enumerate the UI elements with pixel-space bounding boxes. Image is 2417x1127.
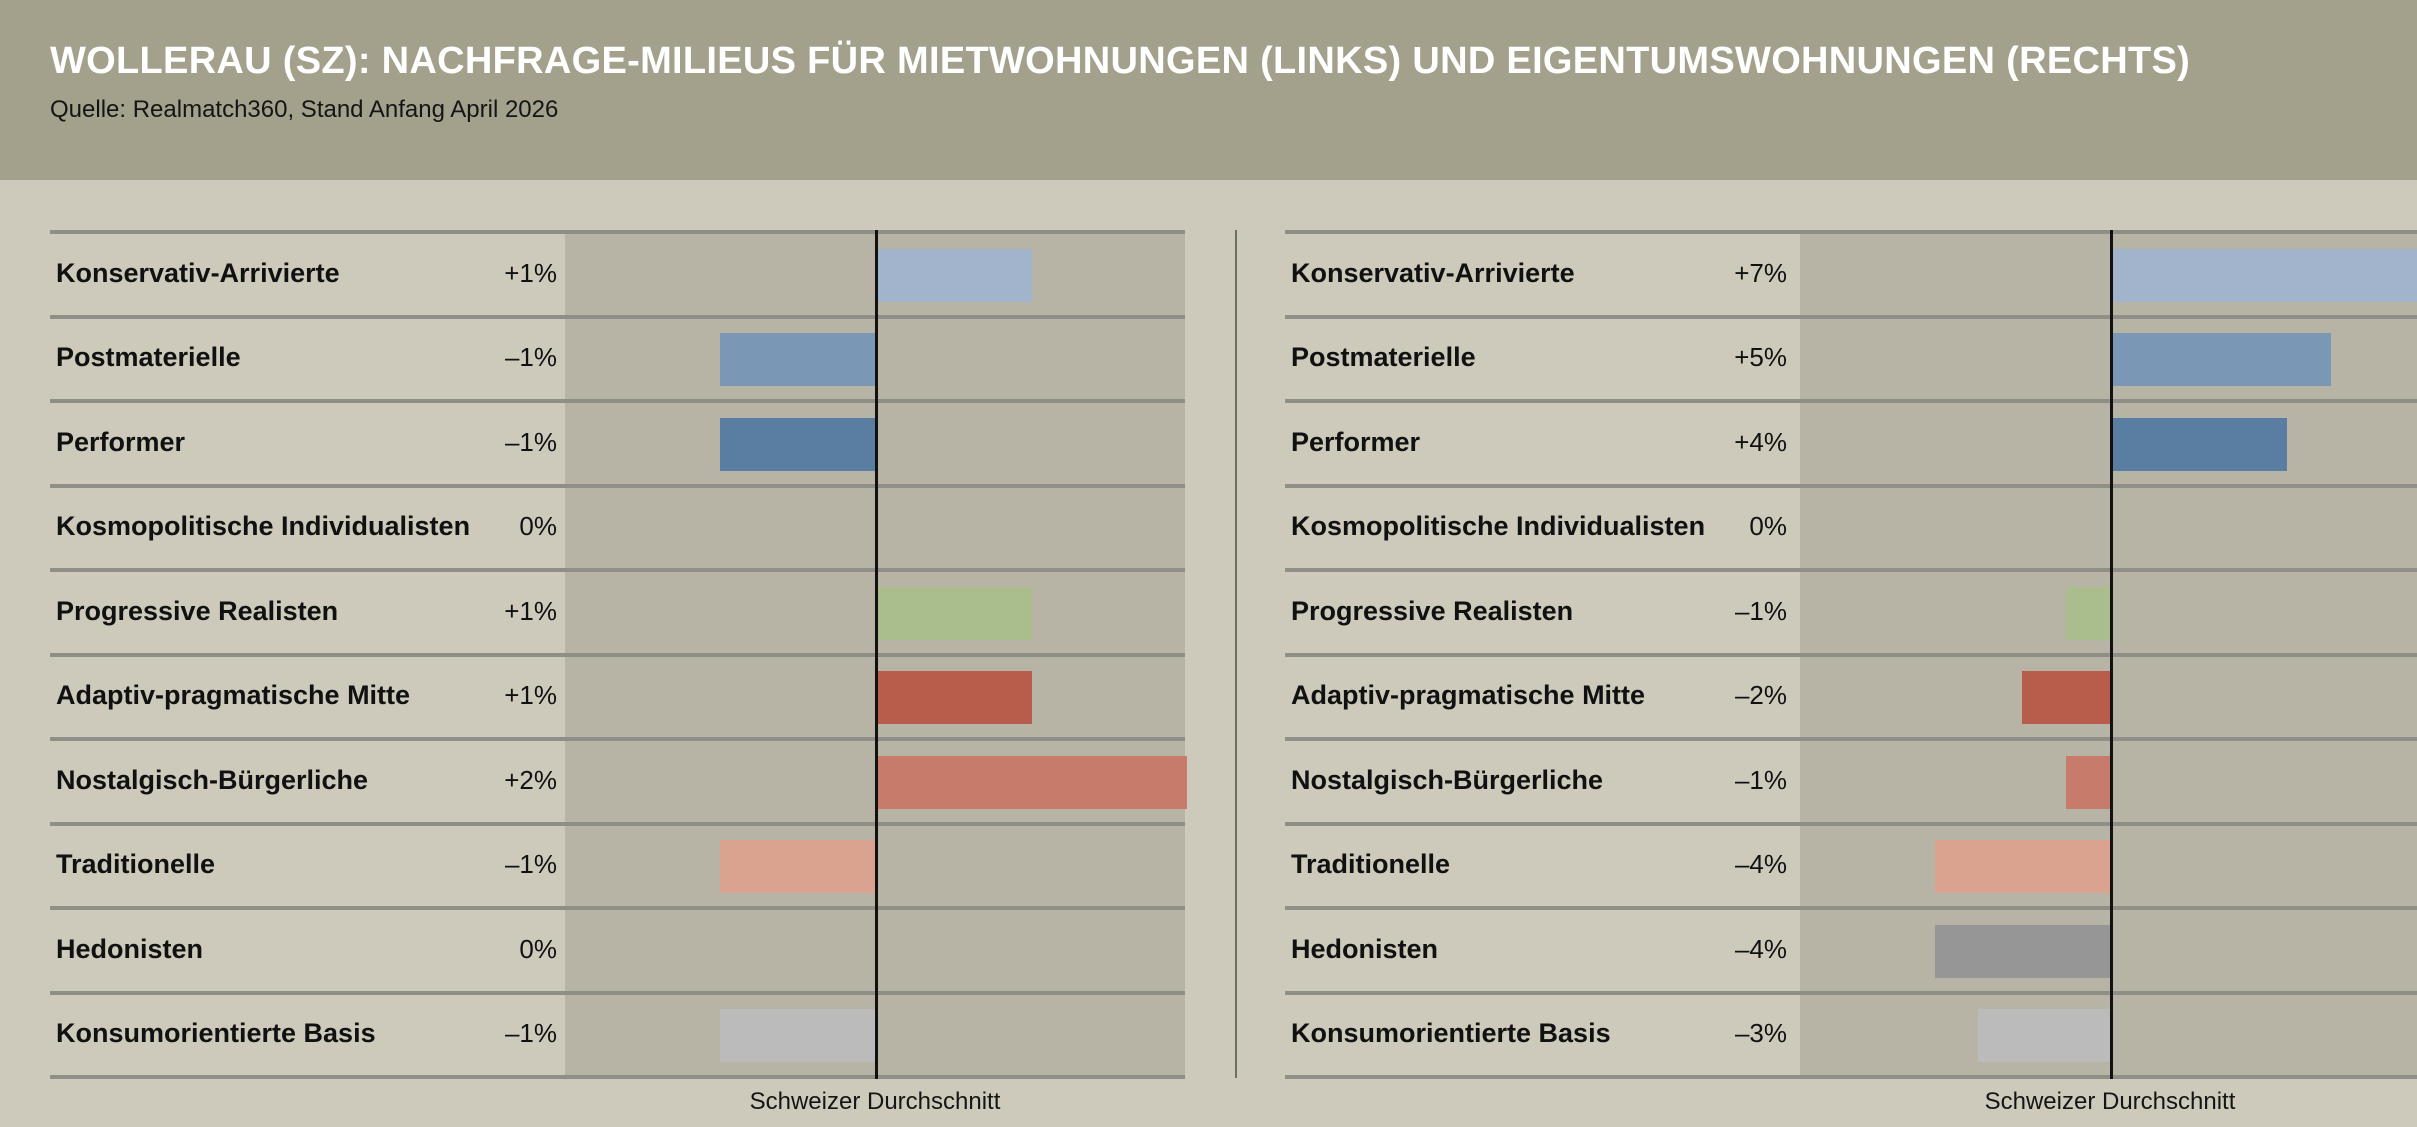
bar [1934, 924, 2110, 978]
row-separator [1285, 906, 2417, 910]
panel-divider [1235, 230, 1237, 1078]
bar [720, 417, 875, 471]
row-separator [50, 652, 1185, 657]
value-label: –3% [1734, 1018, 1787, 1049]
value-label: –1% [504, 426, 557, 457]
row-separator [1285, 314, 2417, 319]
value-label: +1% [504, 595, 557, 626]
row-separator [50, 990, 1185, 995]
bar [2022, 671, 2110, 725]
row-separator [1285, 821, 2417, 826]
value-label: +4% [1734, 426, 1787, 457]
category-label: Konservativ-Arrivierte [1291, 257, 1575, 288]
bar [877, 755, 1187, 809]
value-label: –4% [1734, 933, 1787, 964]
row-separator [1285, 483, 2417, 488]
bar [877, 671, 1032, 725]
row-separator [50, 906, 1185, 910]
category-label: Hedonisten [1291, 933, 1439, 964]
chart-title: WOLLERAU (SZ): NACHFRAGE-MILIEUS FÜR MIE… [50, 40, 2191, 82]
rental-chart-panel: Konservativ-Arrivierte +1% Postmaterielle –… [50, 228, 1187, 1115]
category-label: Konsumorientierte Basis [56, 1018, 376, 1049]
bar [2112, 417, 2288, 471]
chart-source: Quelle: Realmatch360, Stand Anfang April… [50, 96, 559, 123]
value-label: –4% [1734, 849, 1787, 880]
category-label: Traditionelle [56, 849, 216, 880]
row-separator [50, 737, 1185, 741]
category-label: Konsumorientierte Basis [1291, 1018, 1611, 1049]
row-separator [1285, 230, 2417, 234]
row-separator [1285, 652, 2417, 657]
bar [1934, 840, 2110, 894]
bar [877, 586, 1032, 640]
row-separator [50, 399, 1185, 403]
row-separator [1285, 990, 2417, 995]
value-label: +1% [504, 680, 557, 711]
value-label: +1% [504, 257, 557, 288]
value-label: +5% [1734, 342, 1787, 373]
bar [720, 333, 875, 387]
category-label: Postmaterielle [1291, 342, 1476, 373]
row-separator [50, 821, 1185, 826]
value-label: –1% [1734, 764, 1787, 795]
value-label: +2% [504, 764, 557, 795]
bar [2112, 333, 2332, 387]
average-label: Schweizer Durchschnitt [749, 1088, 1001, 1115]
chart-header: WOLLERAU (SZ): NACHFRAGE-MILIEUS FÜR MIE… [0, 0, 2417, 180]
row-separator [1285, 568, 2417, 572]
category-label: Traditionelle [1291, 849, 1451, 880]
row-separator [1285, 737, 2417, 741]
category-label: Adaptiv-pragmatische Mitte [1291, 680, 1646, 711]
value-label: 0% [519, 511, 557, 542]
category-label: Progressive Realisten [1291, 595, 1574, 626]
category-label: Adaptiv-pragmatische Mitte [56, 680, 411, 711]
row-separator [50, 483, 1185, 488]
category-label: Konservativ-Arrivierte [56, 257, 340, 288]
category-label: Performer [1291, 426, 1421, 457]
category-label: Postmaterielle [56, 342, 241, 373]
value-label: 0% [519, 933, 557, 964]
value-label: –1% [504, 849, 557, 880]
category-label: Kosmopolitische Individualisten [1291, 511, 1706, 542]
row-separator [50, 314, 1185, 319]
bar [2066, 586, 2110, 640]
average-label: Schweizer Durchschnitt [1984, 1088, 2236, 1115]
value-label: +7% [1734, 257, 1787, 288]
bar [2112, 248, 2417, 302]
bar [720, 1009, 875, 1063]
category-label: Nostalgisch-Bürgerliche [1291, 764, 1604, 795]
bar [720, 840, 875, 894]
category-label: Progressive Realisten [56, 595, 339, 626]
row-separator [50, 568, 1185, 572]
row-separator [50, 1075, 1185, 1079]
bar [2066, 755, 2110, 809]
category-label: Kosmopolitische Individualisten [56, 511, 471, 542]
row-separator [1285, 1075, 2417, 1079]
value-label: –2% [1734, 680, 1787, 711]
bar [877, 248, 1032, 302]
row-separator [1285, 399, 2417, 403]
average-line [2110, 230, 2113, 1079]
category-label: Hedonisten [56, 933, 204, 964]
value-label: 0% [1749, 511, 1787, 542]
row-separator [50, 230, 1185, 234]
value-label: –1% [1734, 595, 1787, 626]
average-line [875, 230, 878, 1079]
category-label: Performer [56, 426, 186, 457]
value-label: –1% [504, 342, 557, 373]
category-label: Nostalgisch-Bürgerliche [56, 764, 369, 795]
ownership-chart-panel: Konservativ-Arrivierte +7% Postmaterielle +… [1285, 228, 2417, 1115]
value-label: –1% [504, 1018, 557, 1049]
bar [1978, 1009, 2110, 1063]
